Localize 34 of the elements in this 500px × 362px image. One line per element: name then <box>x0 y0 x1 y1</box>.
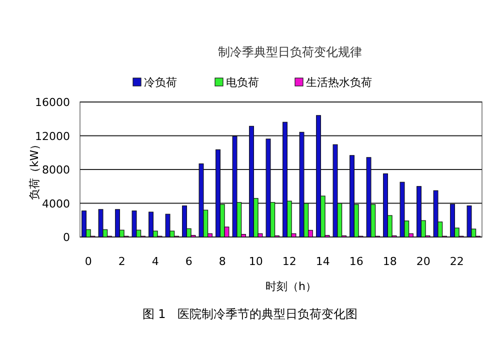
x-tick-label: 10 <box>248 255 263 268</box>
bar <box>198 163 204 238</box>
y-tick-label: 0 <box>63 231 70 244</box>
x-axis-title: 时刻（h） <box>266 280 316 293</box>
x-tick-label: 14 <box>316 255 330 268</box>
x-tick-label: 4 <box>152 255 159 268</box>
x-tick-label: 20 <box>416 255 430 268</box>
y-tick-label: 4000 <box>42 197 70 210</box>
bar <box>466 205 472 238</box>
bar <box>266 138 271 238</box>
x-tick-label: 2 <box>118 255 126 268</box>
x-tick-label: 22 <box>450 255 464 268</box>
x-tick-label: 18 <box>382 255 397 268</box>
legend-label: 冷负荷 <box>144 76 177 89</box>
bar <box>332 144 338 238</box>
x-tick-label: 0 <box>84 255 92 268</box>
y-tick-label: 8000 <box>42 164 70 176</box>
x-tick-label: 16 <box>349 255 364 268</box>
bar <box>98 209 104 238</box>
bar <box>366 157 372 238</box>
legend-label: 电负荷 <box>226 76 259 89</box>
bar <box>132 210 137 238</box>
caption: 图 1 医院制冷季节的典型日负荷变化图 <box>142 307 358 321</box>
chart-title: 制冷季典型日负荷变化规律 <box>218 45 362 59</box>
x-tick-label: 6 <box>185 255 192 268</box>
bar <box>400 182 405 238</box>
y-tick-label: 16000 <box>35 96 70 109</box>
x-tick-label: 12 <box>282 255 296 268</box>
x-tick-label: 8 <box>218 255 226 268</box>
bar <box>165 214 170 238</box>
bar <box>433 190 438 238</box>
legend-label: 生活热水负荷 <box>306 76 372 89</box>
bar <box>299 132 304 238</box>
bar <box>232 136 238 238</box>
